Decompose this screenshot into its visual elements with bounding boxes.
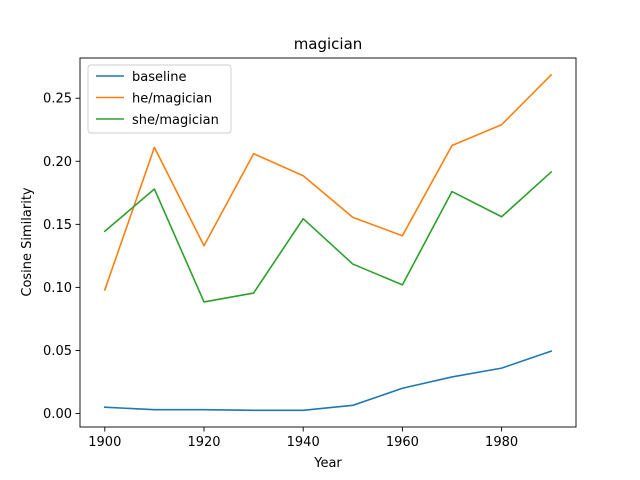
- x-tick-label: 1980: [485, 435, 518, 450]
- x-axis: 1900 1920 1940 1960 1980: [88, 427, 518, 450]
- chart-title: magician: [294, 35, 363, 53]
- series-line-he-magician: [103, 73, 553, 291]
- y-axis: 0.00 0.05 0.10 0.15 0.20 0.25: [43, 92, 80, 422]
- plot-frame: [79, 57, 577, 428]
- legend-label: he/magician: [132, 92, 212, 107]
- series-line-she-magician: [103, 170, 553, 303]
- y-tick-label: 0.15: [43, 218, 72, 233]
- series-line-baseline: [103, 350, 553, 412]
- legend-label: baseline: [132, 70, 186, 85]
- x-tick-label: 1960: [386, 435, 419, 450]
- legend-box: [87, 64, 232, 134]
- y-axis-label: Cosine Similarity: [20, 187, 35, 297]
- x-axis-label: Year: [313, 456, 342, 471]
- y-tick-label: 0.00: [43, 407, 72, 422]
- y-tick-label: 0.10: [43, 281, 72, 296]
- y-tick-label: 0.20: [43, 155, 72, 170]
- legend: baseline he/magician she/magician: [87, 64, 232, 134]
- x-tick-label: 1940: [287, 435, 320, 450]
- series-lines: [103, 73, 553, 412]
- legend-label: she/magician: [132, 113, 219, 128]
- y-tick-label: 0.05: [43, 344, 72, 359]
- x-tick-label: 1900: [88, 435, 121, 450]
- y-tick-label: 0.25: [43, 92, 72, 107]
- x-tick-label: 1920: [187, 435, 220, 450]
